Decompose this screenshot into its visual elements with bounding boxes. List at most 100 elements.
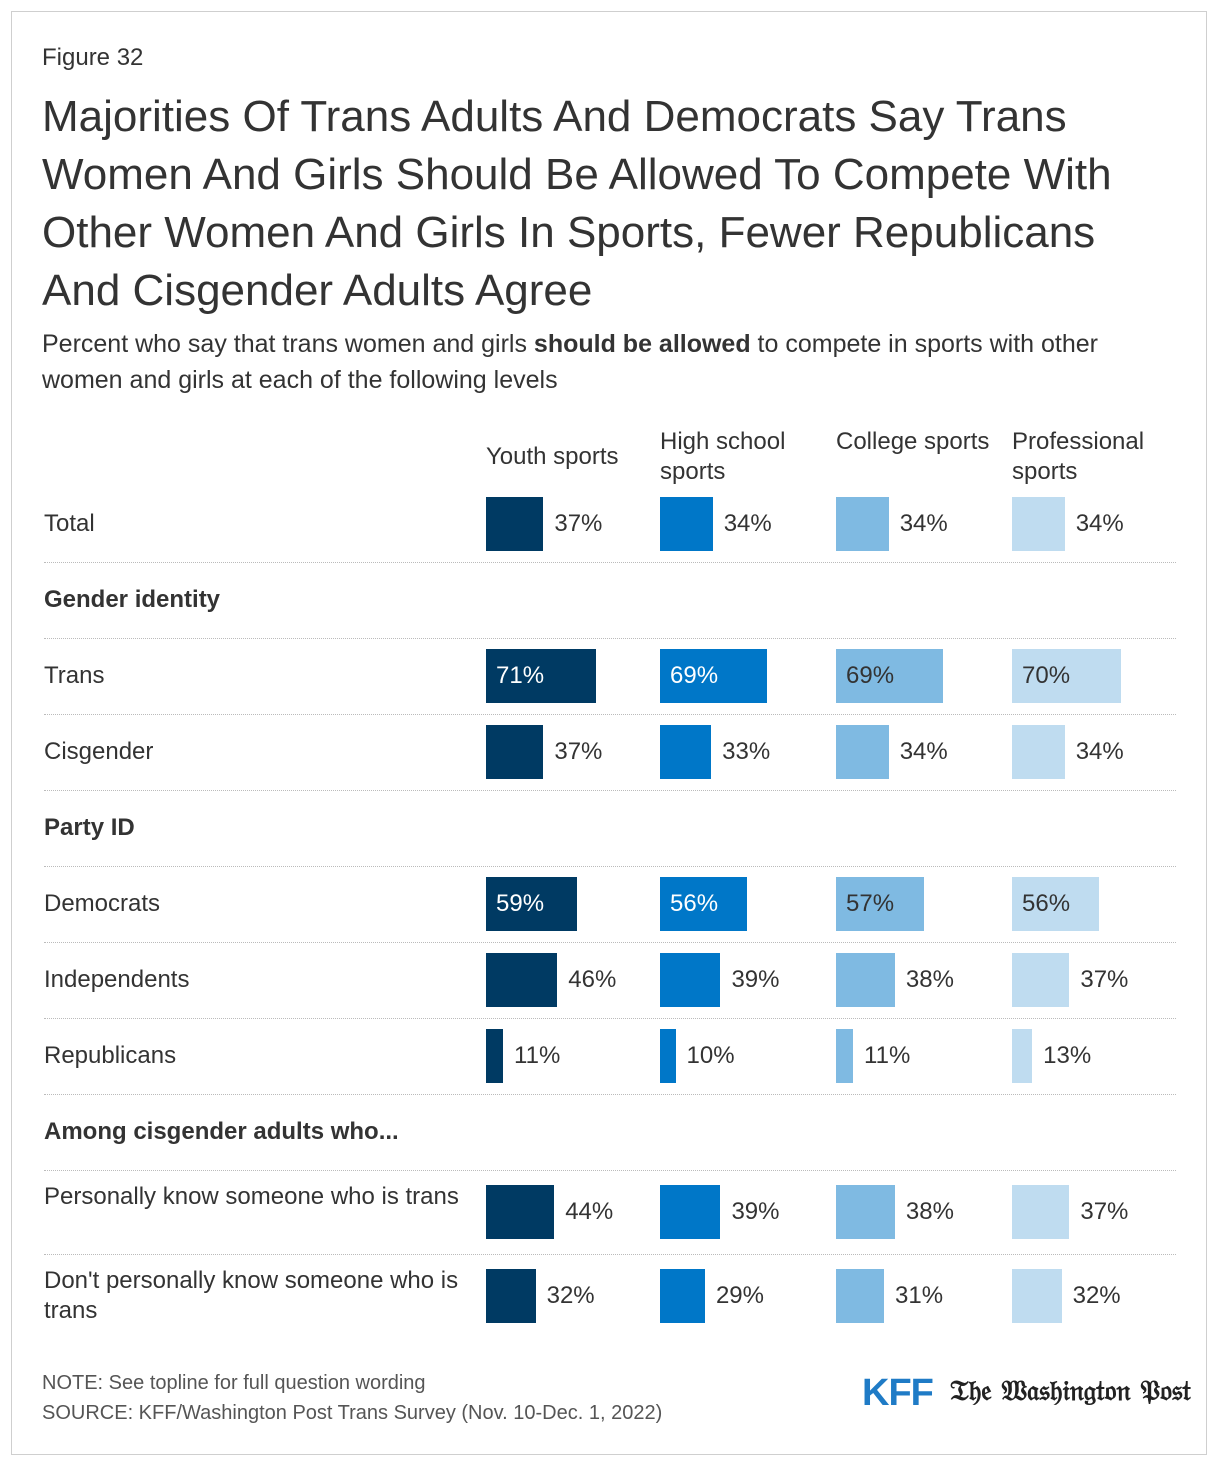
bar — [660, 497, 713, 551]
chart-title: Majorities Of Trans Adults And Democrats… — [42, 92, 1112, 315]
row-divider — [44, 1254, 1176, 1255]
footnotes: NOTE: See topline for full question word… — [42, 1368, 662, 1428]
column-header: Professional sports — [1012, 428, 1145, 485]
data-label: 44% — [565, 1198, 614, 1225]
data-label: 69% — [846, 662, 895, 689]
row-label: Republicans — [44, 1042, 177, 1069]
data-label: 37% — [554, 738, 603, 765]
figure-label: Figure 32 — [42, 44, 144, 71]
row-label: Independents — [44, 966, 190, 993]
row-divider — [44, 1018, 1176, 1019]
bar — [486, 1029, 504, 1083]
data-label: 11% — [514, 1042, 561, 1069]
data-label: 59% — [496, 890, 545, 917]
washington-post-logo: 𝔗𝔥𝔢 𝔚𝔞𝔰𝔥𝔦𝔫𝔤𝔱𝔬𝔫 𝔓𝔬𝔰𝔱 — [950, 1374, 1191, 1407]
data-label: 13% — [1043, 1042, 1092, 1069]
data-label: 56% — [670, 890, 719, 917]
row-label: Don't personally know someone who is tra… — [44, 1267, 459, 1324]
bar — [486, 953, 558, 1007]
bar — [1012, 1269, 1062, 1323]
column-header: High school sports — [660, 428, 786, 485]
row-divider — [44, 866, 1176, 867]
data-label: 69% — [670, 662, 719, 689]
bar — [1012, 877, 1099, 931]
bar — [1012, 497, 1065, 551]
source: SOURCE: KFF/Washington Post Trans Survey… — [42, 1402, 663, 1424]
data-label: 37% — [554, 510, 603, 537]
data-label: 39% — [731, 966, 780, 993]
column-header: Youth sports — [486, 443, 619, 470]
bar — [836, 649, 943, 703]
bar — [1012, 1029, 1033, 1083]
section-label: Among cisgender adults who... — [44, 1118, 399, 1145]
row-divider — [44, 1170, 1176, 1171]
bar — [660, 953, 721, 1007]
data-label: 38% — [905, 966, 954, 993]
data-label: 56% — [1022, 890, 1071, 917]
bar — [1012, 1185, 1070, 1239]
bar — [486, 877, 578, 931]
bar — [1012, 953, 1070, 1007]
row-label: Personally know someone who is trans — [44, 1183, 459, 1210]
bar — [486, 497, 544, 551]
row-label: Cisgender — [44, 738, 154, 765]
row-label: Trans — [44, 662, 105, 689]
bar — [486, 1269, 536, 1323]
bar — [660, 877, 747, 931]
bar — [836, 877, 925, 931]
row-label: Democrats — [44, 890, 161, 917]
bar — [486, 1185, 555, 1239]
data-label: 33% — [722, 738, 771, 765]
bar — [836, 497, 889, 551]
data-label: 34% — [899, 738, 948, 765]
row-divider — [44, 562, 1176, 563]
bar — [660, 649, 767, 703]
row-divider — [44, 638, 1176, 639]
subtitle-bold: should be allowed — [533, 330, 751, 358]
bar — [660, 1185, 721, 1239]
subtitle-pre: Percent who say that trans women and gir… — [42, 330, 534, 358]
chart-frame — [11, 11, 1207, 1455]
data-label: 34% — [899, 510, 948, 537]
column-header: College sports — [836, 428, 990, 455]
bar — [660, 1269, 705, 1323]
bar — [486, 725, 544, 779]
kff-logo: KFF — [862, 1372, 934, 1414]
data-label: 32% — [1072, 1282, 1121, 1309]
bar — [660, 1029, 676, 1083]
bar — [486, 649, 597, 703]
subtitle-post: to compete in sports with other women an… — [42, 330, 1098, 394]
data-label: 57% — [846, 890, 895, 917]
data-label: 38% — [905, 1198, 954, 1225]
data-label: 11% — [864, 1042, 911, 1069]
note: NOTE: See topline for full question word… — [42, 1372, 426, 1394]
bar — [1012, 649, 1121, 703]
data-label: 32% — [546, 1282, 595, 1309]
bar — [836, 1185, 895, 1239]
bar — [836, 953, 895, 1007]
section-label: Party ID — [44, 814, 135, 841]
data-label: 39% — [731, 1198, 780, 1225]
section-label: Gender identity — [44, 586, 221, 613]
data-label: 46% — [568, 966, 617, 993]
row-divider — [44, 714, 1176, 715]
data-label: 31% — [895, 1282, 944, 1309]
bar — [836, 725, 889, 779]
data-label: 71% — [496, 662, 545, 689]
chart-subtitle: Percent who say that trans women and gir… — [42, 326, 1182, 398]
data-label: 37% — [1080, 966, 1129, 993]
data-label: 10% — [686, 1042, 735, 1069]
data-label: 34% — [723, 510, 772, 537]
row-divider — [44, 942, 1176, 943]
data-label: 34% — [1075, 738, 1124, 765]
bar — [836, 1269, 885, 1323]
data-label: 70% — [1022, 662, 1071, 689]
data-label: 34% — [1075, 510, 1124, 537]
data-label: 29% — [715, 1282, 764, 1309]
bar — [1012, 725, 1065, 779]
row-divider — [44, 1094, 1176, 1095]
row-label: Total — [44, 510, 95, 537]
bar — [836, 1029, 854, 1083]
bar — [660, 725, 712, 779]
data-label: 37% — [1080, 1198, 1129, 1225]
